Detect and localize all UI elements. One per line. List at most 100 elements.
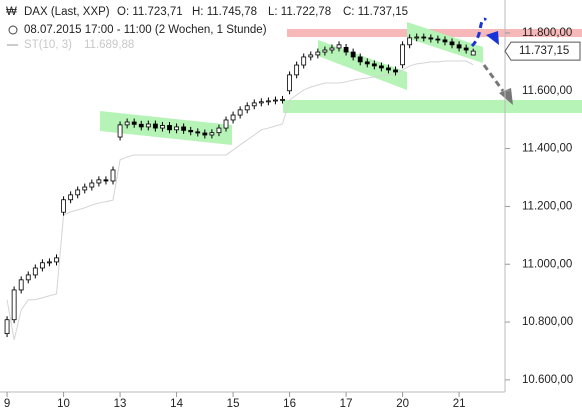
chart-title: DAX (Last, XXP): [24, 6, 110, 18]
candle-body: [315, 51, 321, 56]
legend-icon: ₩: [6, 6, 17, 18]
candle-body: [188, 129, 194, 133]
candle-body: [61, 199, 66, 213]
candle-body: [131, 121, 137, 125]
candle-body: [449, 41, 455, 46]
candle-body: [103, 179, 109, 182]
candle-body: [25, 274, 31, 281]
candle-body: [216, 127, 222, 134]
candle-body: [357, 56, 363, 63]
candle-body: [371, 63, 377, 67]
candle-body: [364, 61, 370, 65]
legend-entry: ST(10, 3): [24, 39, 72, 51]
y-tick-label: 11.600,00: [522, 85, 572, 97]
candle-body: [4, 319, 10, 335]
candle-body: [68, 194, 74, 201]
candle-body: [82, 186, 88, 191]
support-zone: [283, 100, 582, 113]
x-tick-label: 17: [340, 398, 353, 410]
ohlc-label: H: 11.745,78: [192, 6, 257, 18]
x-tick-label: 13: [114, 398, 127, 410]
arrow: [470, 17, 488, 48]
legend: ₩ DAX (Last, XXP) O: 11.723,71 H: 11.745…: [6, 6, 408, 51]
price-tag: [504, 41, 581, 61]
candle-body: [414, 36, 420, 39]
candle-body: [400, 44, 405, 66]
candle-body: [287, 74, 292, 92]
plot: [4, 33, 476, 341]
x-tick-label: 14: [170, 398, 183, 410]
candle-body: [181, 126, 187, 131]
candle-body: [463, 47, 469, 51]
ohlc-label: C: 11.737,15: [343, 6, 408, 18]
candle-body: [145, 123, 151, 128]
candle-body: [386, 67, 391, 71]
candle-body: [11, 289, 17, 321]
candle-body: [273, 99, 278, 102]
candle-body: [75, 189, 81, 196]
candle-body: [174, 126, 179, 131]
y-tick-label: 11.800,00: [522, 27, 572, 39]
candle-body: [350, 51, 356, 58]
candle-body: [378, 65, 384, 69]
chart-subtitle: 08.07.2015 17:00 - 11:00 (2 Wochen, 1 St…: [24, 24, 267, 36]
x-tick-label: 10: [57, 398, 70, 410]
candle-body: [209, 132, 215, 136]
ohlc-label: O: 11.723,71: [117, 6, 183, 18]
candle-body: [39, 262, 45, 269]
candle-body: [407, 37, 413, 46]
candle-body: [160, 125, 165, 129]
candle-body: [110, 169, 116, 182]
y-tick-label: 11.400,00: [522, 143, 572, 155]
candle-body: [223, 119, 229, 129]
arrow-head: [499, 88, 513, 105]
candle-body: [152, 123, 158, 129]
candle-body: [230, 114, 236, 121]
candle-body: [322, 49, 328, 53]
candle-body: [89, 182, 95, 188]
candle-body: [117, 124, 123, 138]
candle-body: [393, 69, 398, 73]
x-tick-label: 15: [227, 398, 240, 410]
candle-body: [54, 257, 59, 263]
candle-body: [195, 131, 201, 134]
channel: [100, 111, 232, 145]
x-tick-label: 21: [453, 398, 466, 410]
x-tick-label: 9: [4, 398, 10, 410]
legend-value: 11.689,88: [84, 39, 134, 51]
candle-body: [435, 38, 441, 41]
candle-body: [301, 56, 307, 66]
arrow-head: [486, 31, 499, 45]
candle-body: [47, 261, 52, 264]
annotations: [100, 17, 582, 145]
candle-body: [244, 105, 250, 111]
candle-body: [167, 125, 172, 131]
candle-body: [96, 179, 102, 184]
candle-body: [280, 99, 285, 101]
candle-body: [428, 37, 434, 40]
x-tick-label: 16: [283, 398, 296, 410]
y-tick-label: 10.600,00: [522, 374, 573, 386]
candle-body: [343, 47, 349, 53]
candle-body: [32, 267, 38, 276]
channel: [318, 40, 407, 90]
clock-icon: [8, 25, 18, 35]
x-tick-label: 20: [396, 398, 409, 410]
candle-body: [308, 54, 314, 58]
candle-body: [470, 50, 476, 56]
candle-body: [18, 279, 24, 291]
candle-body: [202, 132, 208, 136]
candle-body: [265, 100, 271, 103]
candle-body: [237, 109, 243, 116]
candle-body: [258, 101, 264, 104]
arrow: [482, 64, 505, 92]
candle-body: [336, 44, 342, 49]
y-tick-label: 10.800,00: [522, 316, 573, 328]
candle-body: [294, 64, 300, 76]
candle-body: [456, 44, 462, 49]
candle-body: [329, 47, 335, 51]
candle-body: [251, 102, 257, 107]
candle-body: [138, 123, 144, 128]
